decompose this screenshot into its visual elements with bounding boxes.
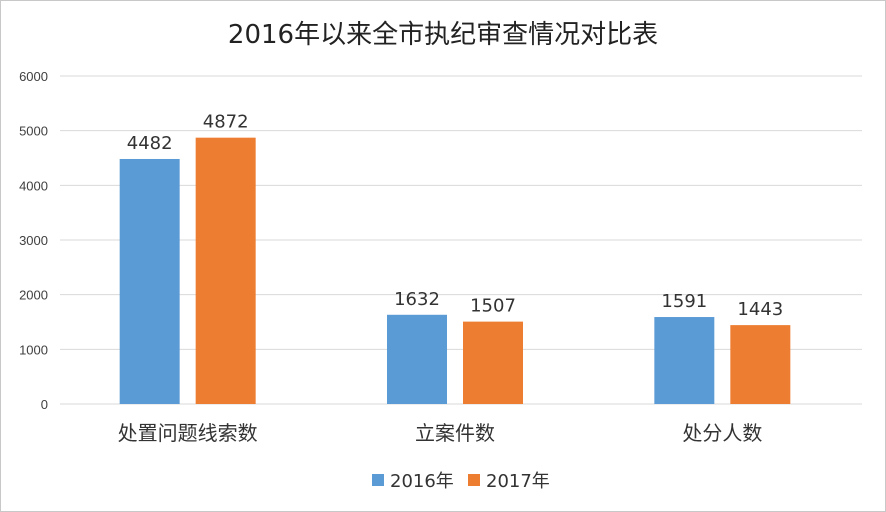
y-tick-label: 0 (41, 397, 48, 412)
data-label: 1507 (470, 296, 516, 317)
legend-swatch (468, 474, 480, 486)
y-tick-label: 1000 (19, 342, 48, 357)
bars (119, 137, 791, 404)
y-tick-label: 5000 (19, 124, 48, 139)
bar-series2 (195, 137, 256, 404)
x-category-label: 立案件数 (415, 421, 495, 445)
data-label: 1591 (661, 291, 707, 312)
y-tick-label: 3000 (19, 233, 48, 248)
bar-series2 (463, 321, 523, 404)
bar-series1 (119, 158, 180, 404)
legend-label: 2017年 (486, 471, 550, 492)
bar-series2 (730, 325, 791, 404)
y-axis-ticks: 0 1000 2000 3000 4000 5000 6000 (19, 69, 48, 412)
data-label: 4482 (127, 133, 173, 154)
data-label: 1443 (737, 299, 783, 320)
bar-series1 (654, 317, 715, 404)
bar-series1 (387, 314, 447, 404)
x-category-label: 处置问题线索数 (118, 421, 258, 445)
data-label: 1632 (394, 289, 440, 310)
y-tick-label: 2000 (19, 288, 48, 303)
gridlines (60, 75, 862, 405)
legend-swatch (372, 474, 384, 486)
legend: 2016年 2017年 (372, 471, 550, 492)
data-label: 4872 (203, 112, 249, 133)
y-tick-label: 6000 (19, 69, 48, 84)
data-labels: 4482 4872 1632 1507 1591 1443 (127, 112, 783, 320)
chart-title: 2016年以来全市执纪审查情况对比表 (227, 20, 659, 50)
legend-label: 2016年 (390, 471, 454, 492)
x-axis-categories: 处置问题线索数 立案件数 处分人数 (118, 421, 763, 445)
y-tick-label: 4000 (19, 178, 48, 193)
x-category-label: 处分人数 (682, 421, 762, 445)
